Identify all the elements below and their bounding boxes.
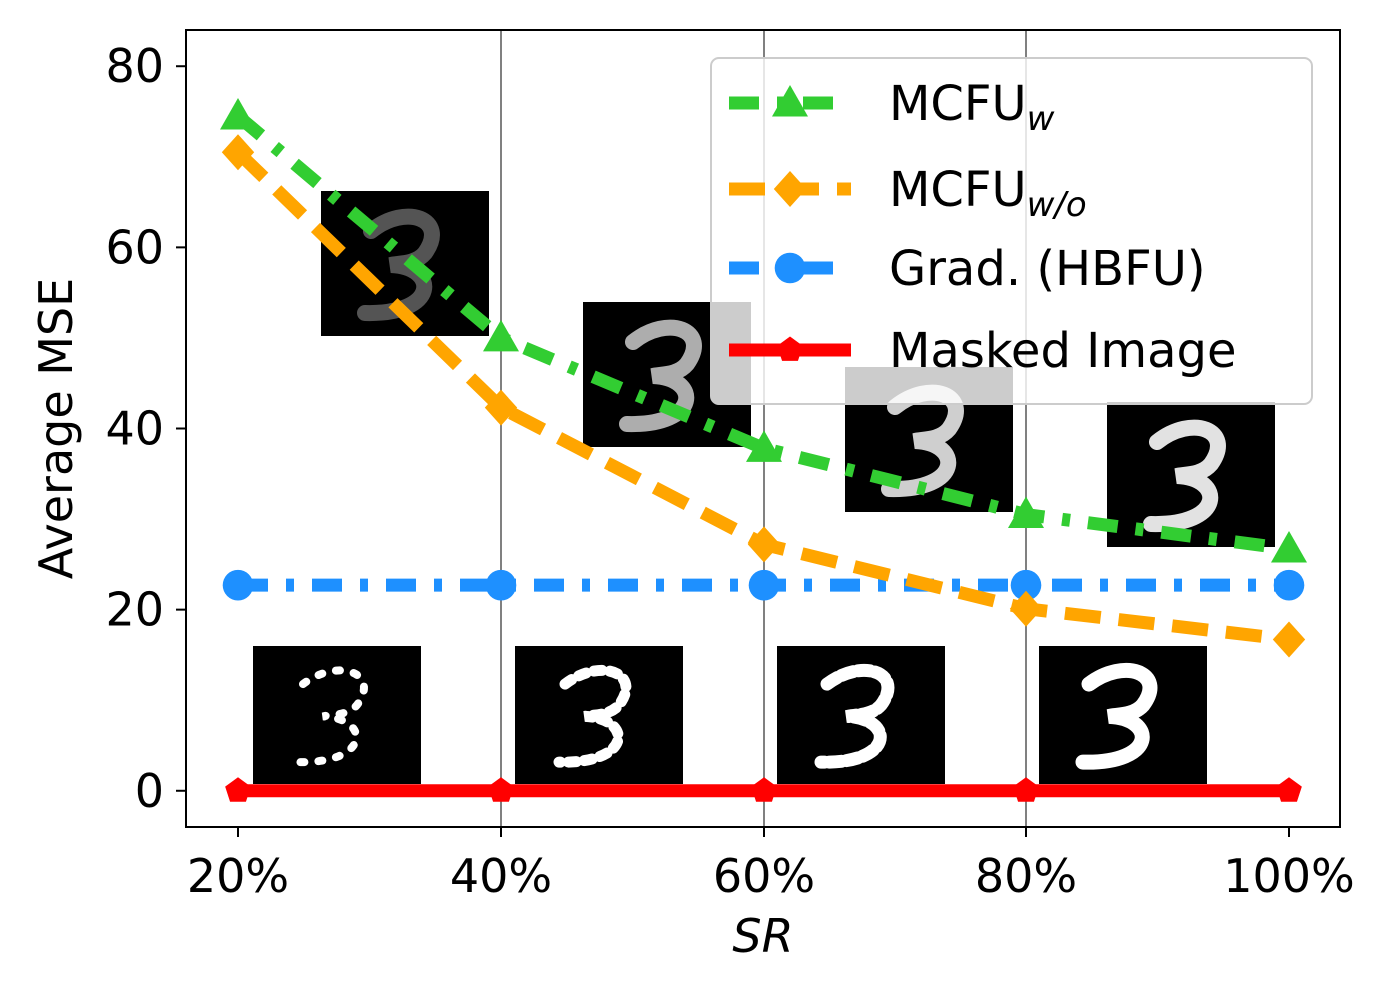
legend-item: MCFUw/o xyxy=(729,162,1087,225)
data-point xyxy=(748,569,780,601)
data-point xyxy=(222,569,254,601)
data-point xyxy=(488,777,514,802)
masked-digit-image xyxy=(515,646,683,784)
data-point xyxy=(220,98,256,130)
data-point xyxy=(746,430,782,462)
data-point xyxy=(751,777,777,802)
data-point xyxy=(1276,777,1302,802)
legend-marker xyxy=(772,85,808,117)
data-point xyxy=(221,134,255,171)
data-point xyxy=(1013,777,1039,802)
data-point xyxy=(483,319,519,352)
series-lines xyxy=(220,98,1307,802)
data-point xyxy=(485,569,517,601)
series-1 xyxy=(221,134,1306,658)
legend-label: MCFUw/o xyxy=(889,162,1087,225)
series-2 xyxy=(222,569,1305,601)
x-tick-label: 40% xyxy=(450,849,552,903)
legend-item: Masked Image xyxy=(729,323,1237,379)
masked-digit-image xyxy=(253,646,421,784)
series-0 xyxy=(220,98,1307,563)
x-tick-label: 20% xyxy=(187,849,289,903)
legend-marker xyxy=(777,336,803,361)
axis-ticks: 20% 40% 60% 80% 100% 0 20 40 60 80 xyxy=(105,39,1354,903)
legend-label: Grad. (HBFU) xyxy=(889,241,1206,297)
data-point xyxy=(1010,569,1042,601)
masked-digit-image xyxy=(777,646,945,784)
legend-marker xyxy=(773,171,807,207)
legend-box xyxy=(710,57,1313,405)
data-point xyxy=(747,526,781,563)
x-tick-label: 80% xyxy=(975,849,1077,903)
y-axis-label: Average MSE xyxy=(29,278,83,579)
y-tick-label: 20 xyxy=(105,583,164,637)
legend: MCFUw MCFUw/o Grad. (HBFU) Masked Image xyxy=(710,57,1313,405)
legend-label: MCFUw xyxy=(889,76,1055,139)
data-point xyxy=(225,777,251,802)
data-point xyxy=(484,389,518,426)
data-point xyxy=(1273,569,1305,601)
x-tick-label: 100% xyxy=(1223,849,1355,903)
x-axis-label: SR xyxy=(732,909,793,963)
y-tick-label: 60 xyxy=(105,220,164,274)
x-tick-label: 60% xyxy=(713,849,815,903)
data-point xyxy=(1009,590,1043,627)
data-point xyxy=(1008,496,1044,529)
data-point xyxy=(1271,530,1307,563)
legend-marker xyxy=(774,252,806,284)
legend-label: Masked Image xyxy=(889,323,1237,379)
y-tick-label: 40 xyxy=(105,402,164,456)
reconstructed-digit-image xyxy=(1107,402,1275,547)
masked-digit-image xyxy=(1039,646,1207,784)
data-point xyxy=(1272,621,1306,658)
y-tick-label: 80 xyxy=(105,39,164,93)
legend-item: MCFUw xyxy=(729,76,1055,139)
legend-item: Grad. (HBFU) xyxy=(729,241,1206,297)
series-3 xyxy=(225,777,1302,802)
series-line xyxy=(233,111,1290,556)
y-tick-label: 0 xyxy=(135,764,164,818)
